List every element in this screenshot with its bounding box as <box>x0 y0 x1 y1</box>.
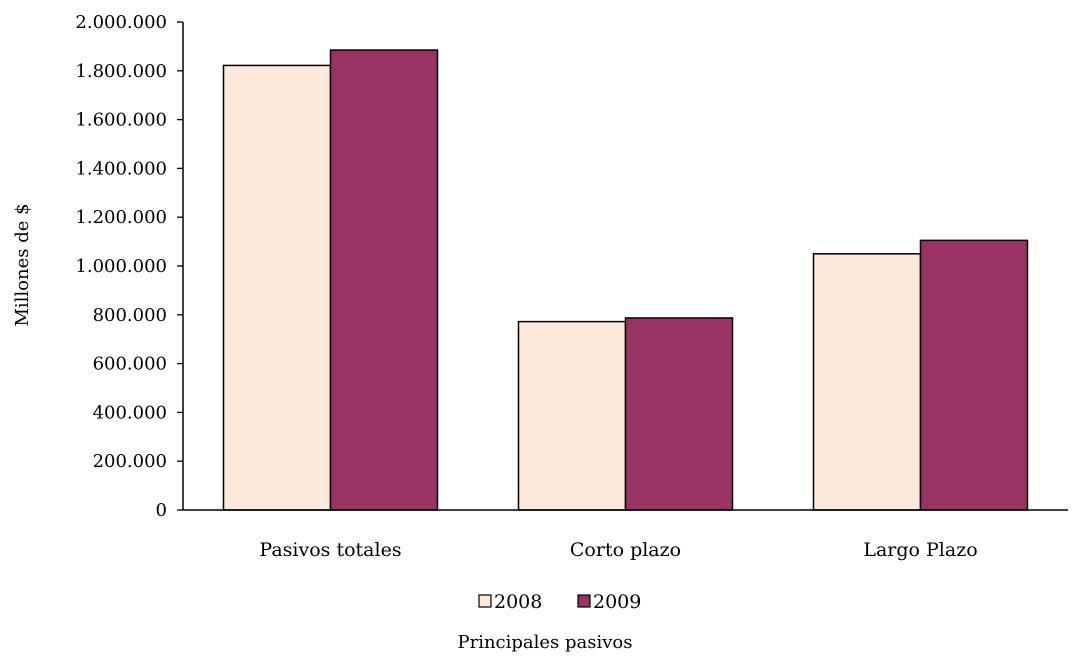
x-axis-labels: Pasivos totales Corto plazo Largo Plazo <box>259 539 977 561</box>
y-tick-label: 2.000.000 <box>75 12 167 33</box>
y-axis-title: Millones de $ <box>12 203 33 326</box>
x-category-label: Pasivos totales <box>259 539 401 561</box>
x-category-label: Corto plazo <box>570 539 681 561</box>
bar-2009-1 <box>624 317 734 511</box>
legend-swatch-2008 <box>478 594 492 608</box>
bar-2008-2 <box>812 253 922 511</box>
axes <box>182 22 1068 511</box>
y-tick-label: 0 <box>156 500 167 521</box>
bar-2009-0 <box>329 49 439 511</box>
y-tick-label: 1.600.000 <box>75 110 167 131</box>
legend: 2008 2009 <box>478 591 641 613</box>
bar-2008-1 <box>517 320 627 511</box>
legend-label: 2008 <box>494 591 542 613</box>
bar-2008-0 <box>222 64 332 511</box>
y-tick-label: 400.000 <box>93 402 167 423</box>
y-tick-label: 800.000 <box>93 305 167 326</box>
x-axis-title: Principales pasivos <box>457 632 632 653</box>
y-tick-label: 600.000 <box>93 354 167 375</box>
y-tick-label: 1.000.000 <box>75 256 167 277</box>
bars-group <box>222 49 1029 511</box>
x-category-label: Largo Plazo <box>863 539 977 561</box>
legend-swatch-2009 <box>577 594 591 608</box>
y-tick-label: 200.000 <box>93 451 167 472</box>
y-tick-label: 1.800.000 <box>75 61 167 82</box>
y-axis-ticks: 0 200.000 400.000 600.000 800.000 1.000.000 1.… <box>75 12 183 521</box>
y-tick-label: 1.400.000 <box>75 158 167 179</box>
legend-label: 2009 <box>593 591 641 613</box>
bar-2009-2 <box>919 239 1029 511</box>
y-tick-label: 1.200.000 <box>75 207 167 228</box>
